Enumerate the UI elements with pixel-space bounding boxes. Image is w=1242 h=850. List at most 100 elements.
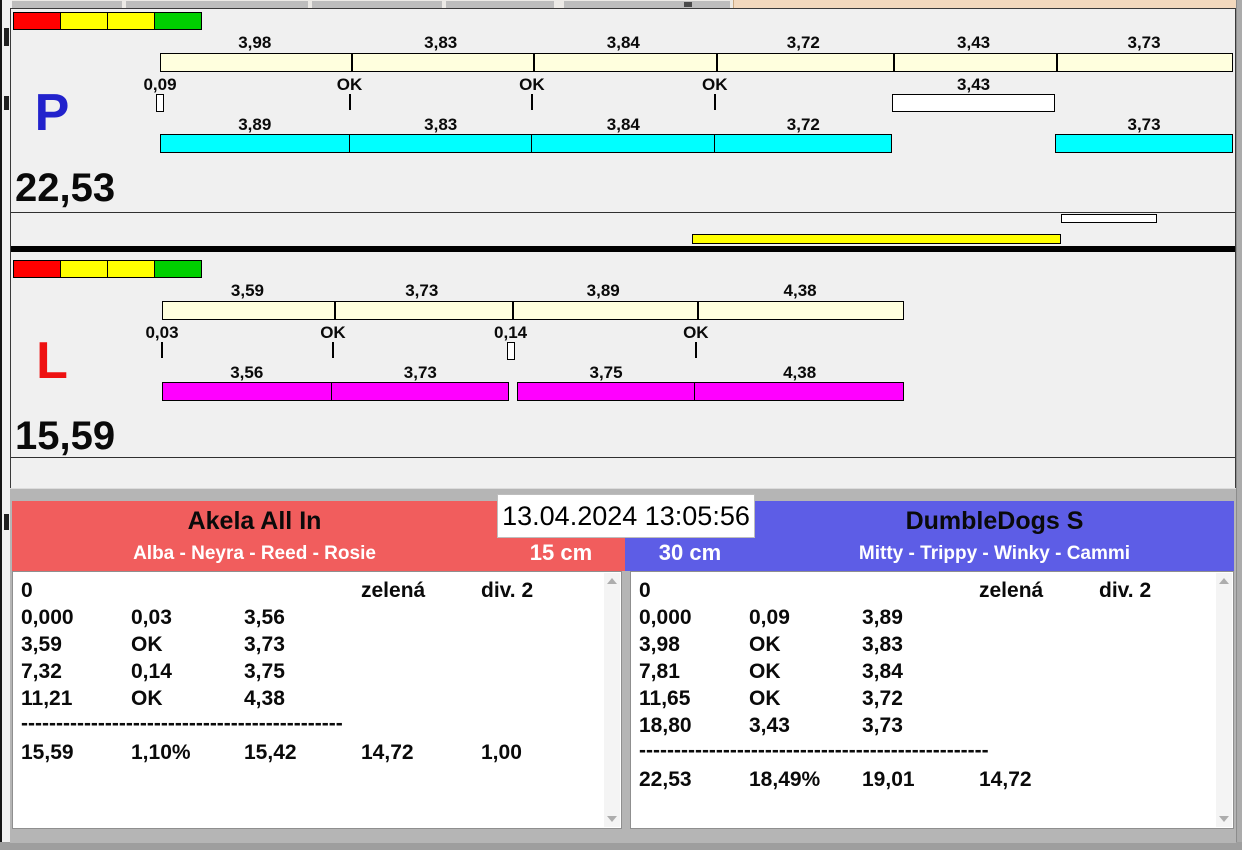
run-bar-segment	[694, 382, 904, 401]
lane-total-time: 22,53	[15, 166, 116, 210]
scroll-down-button[interactable]	[604, 811, 620, 827]
run-time-label: 3,56	[230, 363, 264, 382]
scroll-up-button[interactable]	[604, 573, 620, 589]
table-row: 11,65 OK 3,72	[639, 685, 1216, 712]
split-bar-divider	[532, 54, 535, 71]
table-cell: 0,09	[749, 606, 790, 629]
run-bar-segment	[1055, 134, 1233, 153]
table-cell	[979, 685, 1099, 712]
crossing-label: 0,03	[145, 323, 179, 342]
table-row: 3,98 OK 3,83	[639, 631, 1216, 658]
split-time-label: 3,72	[786, 33, 820, 52]
run-bar-segment	[160, 134, 350, 153]
scroll-up-icon	[1219, 578, 1229, 584]
run-bar-segment	[162, 382, 332, 401]
results-table-body: 0 zelená div. 2 0,000 0,03 3,56 3,59 OK 3,73 7,32…	[13, 572, 604, 828]
crossing-label: 0,14	[494, 323, 528, 342]
crossing-label: OK	[320, 323, 346, 342]
status-light-block	[154, 260, 202, 278]
team-right-results-table[interactable]: 0 zelená div. 2 0,000 0,09 3,89 3,98 OK 3,83 7,81…	[630, 571, 1234, 829]
table-scrollbar[interactable]	[1216, 573, 1232, 827]
split-bar	[162, 301, 905, 320]
split-time-label: 3,83	[424, 33, 458, 52]
table-cell: 0	[639, 579, 651, 602]
table-cell: OK	[749, 687, 781, 710]
crossing-fault-marker	[506, 342, 515, 360]
run-time-label: 3,75	[589, 363, 623, 382]
pending-yellow-bar	[691, 234, 1061, 244]
run-bar-segment	[516, 382, 696, 401]
table-cell	[131, 577, 244, 604]
table-cell: 0,000	[21, 606, 74, 629]
crossing-label: 0,09	[143, 75, 177, 94]
split-time-label: 4,38	[783, 281, 817, 300]
team-left-name: Akela All In	[187, 507, 322, 535]
table-cell	[361, 658, 481, 685]
lane-divider	[11, 246, 1235, 252]
team-left-jump-height: 15 cm	[529, 540, 593, 565]
split-time-label: 3,89	[586, 281, 620, 300]
table-cell	[1099, 604, 1216, 631]
run-bar-segment	[348, 134, 532, 153]
bottom-window-edge	[0, 842, 1242, 850]
table-cell: 3,43	[749, 714, 790, 737]
table-cell: 3,84	[862, 660, 903, 683]
table-cell: 3,73	[862, 714, 903, 737]
table-cell: 15,42	[244, 741, 297, 764]
split-time-label: 3,73	[1127, 33, 1161, 52]
table-cell: 3,72	[862, 687, 903, 710]
lane-total-time: 15,59	[15, 414, 116, 458]
scroll-down-button[interactable]	[1216, 811, 1232, 827]
crossing-tick	[161, 342, 163, 358]
table-row: 0 zelená div. 2	[21, 577, 604, 604]
table-scrollbar[interactable]	[604, 573, 620, 827]
split-bar	[160, 53, 1233, 72]
crossing-label: OK	[702, 75, 728, 94]
run-time-label: 3,73	[403, 363, 437, 382]
table-cell: 3,59	[21, 633, 62, 656]
edge-notch	[4, 96, 9, 110]
split-bar-divider	[333, 302, 336, 319]
left-window-edge	[0, 0, 12, 850]
crossing-fault-marker	[156, 94, 164, 112]
table-cell: 1,10%	[131, 741, 191, 764]
table-cell: 3,56	[244, 606, 285, 629]
table-row: 11,21 OK 4,38	[21, 685, 604, 712]
run-time-label: 4,38	[783, 363, 817, 382]
results-footer: Akela All In Alba - Neyra - Reed - Rosie…	[10, 488, 1236, 843]
lane-P: P 22,53 3,98 3,83 3,84 3,72 3,43 3,73 0,09 OK OK OK…	[11, 9, 1235, 213]
table-cell: 11,65	[639, 687, 691, 710]
crossing-label: OK	[336, 75, 363, 94]
table-cell: 7,81	[639, 660, 680, 683]
table-cell: 15,59	[21, 741, 74, 764]
table-cell	[481, 685, 604, 712]
table-cell: 19,01	[862, 768, 915, 791]
crossing-label: OK	[683, 323, 709, 342]
status-light-block	[107, 12, 155, 30]
split-bar-divider	[715, 54, 718, 71]
background-window-peach-strip	[733, 0, 1242, 10]
lane-letter: L	[36, 332, 68, 390]
table-cell: 3,75	[244, 660, 285, 683]
split-time-label: 3,59	[230, 281, 265, 300]
table-cell: 3,73	[244, 633, 285, 656]
table-row: 15,59 1,10% 15,42 14,72 1,00	[21, 739, 604, 766]
table-separator: ----------------------------------------…	[639, 739, 989, 762]
table-cell	[979, 631, 1099, 658]
run-bar-segment	[530, 134, 715, 153]
table-cell: 22,53	[639, 768, 692, 791]
table-cell: 14,72	[979, 768, 1032, 791]
crossing-label: OK	[519, 75, 545, 94]
team-left-results-table[interactable]: 0 zelená div. 2 0,000 0,03 3,56 3,59 OK 3,73 7,32…	[12, 571, 622, 829]
table-row: 18,80 3,43 3,73	[639, 712, 1216, 739]
table-row: 7,81 OK 3,84	[639, 658, 1216, 685]
team-right-jump-height: 30 cm	[658, 540, 722, 565]
crossing-tick	[348, 94, 351, 110]
scroll-up-button[interactable]	[1216, 573, 1232, 589]
table-cell: 14,72	[361, 741, 414, 764]
table-cell: OK	[749, 660, 781, 683]
team-left-dogs: Alba - Neyra - Reed - Rosie	[133, 543, 376, 564]
split-time-label: 3,43	[957, 33, 991, 52]
table-row: 0,000 0,03 3,56	[21, 604, 604, 631]
